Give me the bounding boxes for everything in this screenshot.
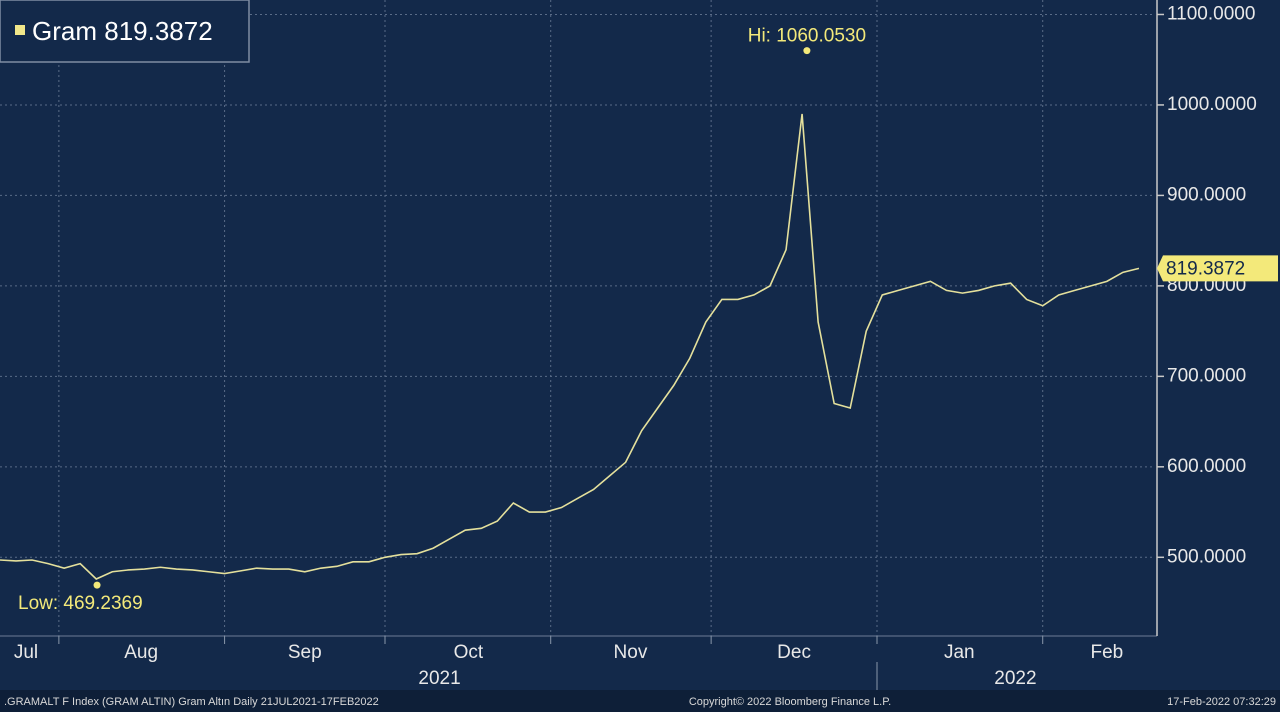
y-tick-label: 700.0000 — [1167, 365, 1246, 386]
annotation-dot — [93, 581, 101, 589]
x-tick-label: Nov — [614, 642, 648, 663]
year-label: 2021 — [418, 668, 460, 689]
year-label: 2022 — [994, 668, 1036, 689]
last-price-label: 819.3872 — [1166, 258, 1245, 279]
y-tick-label: 1100.0000 — [1167, 3, 1255, 24]
annotation-value: 469.2369 — [63, 593, 142, 614]
x-tick-label: Jul — [14, 642, 38, 663]
x-tick-label: Aug — [124, 642, 158, 663]
legend-box — [0, 0, 250, 63]
y-tick-label: 900.0000 — [1167, 184, 1246, 205]
x-tick-label: Sep — [288, 642, 322, 663]
last-price-tag — [1157, 255, 1278, 282]
footer-right: 17-Feb-2022 07:32:29 — [1167, 696, 1276, 708]
annotation-text: Hi: — [748, 26, 771, 47]
legend-value: 819.3872 — [104, 16, 212, 46]
annotation-dot — [803, 47, 811, 55]
footer-left: .GRAMALT F Index (GRAM ALTIN) Gram Altın… — [4, 696, 379, 708]
x-tick-label: Dec — [777, 642, 811, 663]
legend-text: Gram 819.3872 — [32, 16, 213, 46]
annotation-label: Hi: 1060.0530 — [748, 26, 866, 47]
footer-bar — [0, 690, 1280, 712]
footer-center: Copyright© 2022 Bloomberg Finance L.P. — [689, 696, 891, 708]
legend-name: Gram — [32, 16, 97, 46]
annotation-value: 1060.0530 — [776, 26, 866, 47]
x-tick-label: Feb — [1091, 642, 1124, 663]
x-tick-label: Jan — [944, 642, 975, 663]
plot — [0, 113, 1140, 580]
grid — [0, 0, 1155, 636]
annotation-label: Low: 469.2369 — [18, 593, 143, 614]
x-tick-label: Oct — [454, 642, 484, 663]
price-line — [0, 113, 1140, 580]
legend-swatch — [15, 25, 25, 35]
y-tick-label: 500.0000 — [1167, 546, 1246, 567]
y-tick-label: 600.0000 — [1167, 456, 1246, 477]
annotation-text: Low: — [18, 593, 58, 614]
y-tick-label: 1000.0000 — [1167, 94, 1257, 115]
